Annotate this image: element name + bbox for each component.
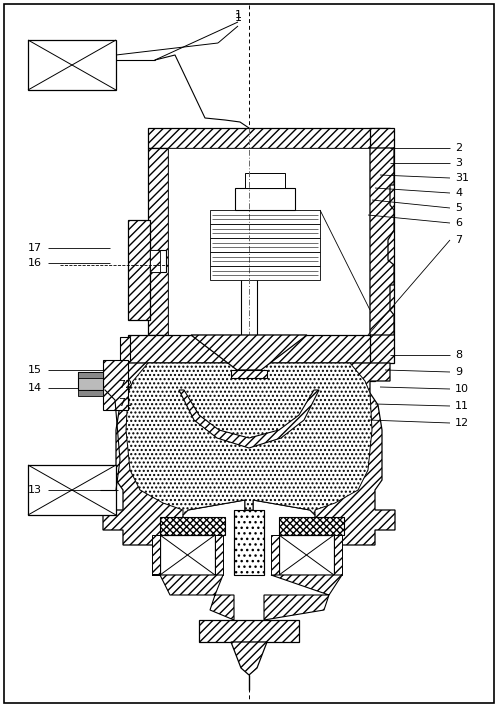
- Bar: [78, 372, 103, 378]
- Polygon shape: [152, 575, 234, 620]
- Bar: [239, 335, 259, 347]
- Bar: [334, 535, 342, 575]
- Bar: [370, 148, 394, 363]
- Bar: [245, 173, 285, 188]
- Bar: [152, 535, 160, 575]
- Bar: [28, 40, 116, 90]
- Text: 5: 5: [455, 203, 462, 213]
- Text: 71: 71: [118, 398, 132, 408]
- Text: 1: 1: [235, 10, 242, 20]
- Text: 1: 1: [235, 13, 242, 23]
- Bar: [168, 148, 370, 335]
- Bar: [148, 128, 390, 148]
- Text: 3: 3: [455, 158, 462, 168]
- Text: 7: 7: [455, 235, 462, 245]
- Polygon shape: [126, 363, 372, 515]
- Bar: [210, 266, 320, 280]
- Bar: [28, 465, 116, 515]
- Text: 6: 6: [455, 218, 462, 228]
- Bar: [240, 335, 260, 347]
- Bar: [148, 148, 168, 335]
- Bar: [279, 535, 334, 575]
- Text: 14: 14: [28, 383, 42, 393]
- Text: 15: 15: [28, 365, 42, 375]
- Bar: [210, 210, 320, 224]
- Bar: [345, 363, 375, 381]
- Bar: [128, 335, 250, 363]
- Bar: [150, 250, 166, 272]
- Text: 13: 13: [28, 485, 42, 495]
- Bar: [234, 510, 264, 575]
- Bar: [215, 535, 223, 575]
- Bar: [78, 390, 103, 396]
- Bar: [199, 620, 299, 642]
- Bar: [235, 188, 295, 210]
- Text: 31: 31: [455, 173, 469, 183]
- Bar: [370, 148, 390, 335]
- Polygon shape: [179, 390, 319, 448]
- Text: 11: 11: [455, 401, 469, 411]
- Bar: [150, 250, 160, 272]
- Bar: [210, 252, 320, 266]
- Text: 4: 4: [455, 188, 462, 198]
- Text: 2: 2: [455, 143, 462, 153]
- Text: 9: 9: [455, 367, 462, 377]
- Bar: [78, 372, 103, 390]
- Polygon shape: [370, 148, 394, 335]
- Polygon shape: [231, 642, 267, 675]
- Polygon shape: [264, 575, 342, 620]
- Bar: [255, 335, 375, 363]
- Bar: [279, 517, 344, 535]
- Bar: [128, 363, 158, 381]
- Text: 16: 16: [28, 258, 42, 268]
- Bar: [160, 535, 215, 575]
- Text: 10: 10: [455, 384, 469, 394]
- Bar: [103, 360, 128, 410]
- Text: 72: 72: [118, 380, 132, 390]
- Text: 17: 17: [28, 243, 42, 253]
- Bar: [210, 224, 320, 238]
- Bar: [271, 535, 279, 575]
- Bar: [160, 517, 225, 535]
- Bar: [120, 337, 130, 361]
- Text: 8: 8: [455, 350, 462, 360]
- Polygon shape: [103, 363, 395, 545]
- Bar: [231, 370, 267, 378]
- Bar: [370, 128, 394, 148]
- Bar: [128, 220, 150, 320]
- Text: 12: 12: [455, 418, 469, 428]
- Bar: [210, 238, 320, 252]
- Polygon shape: [191, 335, 307, 370]
